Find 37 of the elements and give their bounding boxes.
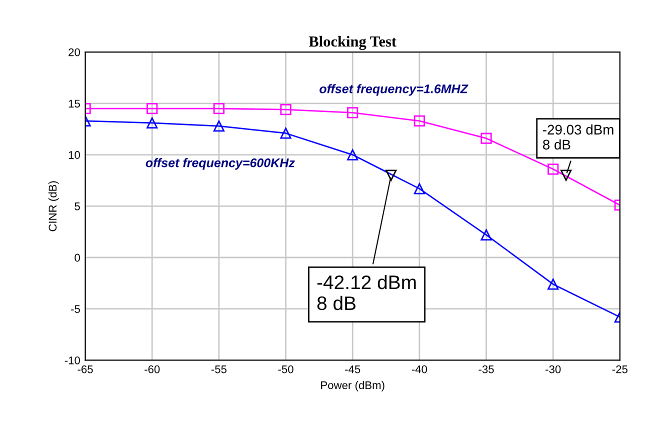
y-axis-title: CINR (dB) (48, 181, 59, 232)
x-tick-label: -40 (412, 365, 428, 374)
chart-title: Blocking Test (308, 36, 396, 50)
y-tick-label: 5 (74, 202, 80, 210)
y-tick-label: 20 (68, 48, 80, 56)
series-label: offset frequency=1.6MHZ (320, 84, 468, 96)
point (280, 104, 292, 116)
point (414, 183, 425, 194)
x-tick-label: -30 (546, 365, 561, 374)
point (480, 132, 492, 144)
y-tick-label: 15 (68, 100, 80, 108)
series-label: offset frequency=600KHz (146, 158, 295, 170)
y-tick-label: 10 (68, 151, 80, 159)
x-tick-label: -65 (78, 365, 93, 374)
point (548, 278, 559, 290)
y-tick-label: -5 (71, 305, 80, 313)
point (213, 103, 224, 114)
point (280, 128, 292, 139)
point (480, 229, 492, 240)
annotation: -42.12 dBm 8 dB (317, 274, 416, 310)
x-tick-label: -25 (612, 365, 628, 374)
point (213, 120, 224, 132)
x-tick-label: -55 (211, 365, 227, 374)
x-tick-label: -45 (345, 365, 360, 374)
point (146, 103, 158, 114)
y-tick-label: -10 (64, 356, 80, 364)
annotation: -29.03 dBm 8 dB (543, 124, 614, 150)
x-axis-title: Power (dBm) (321, 380, 384, 392)
y-tick-label: 0 (74, 254, 80, 262)
point (146, 117, 158, 129)
point (347, 107, 358, 118)
x-tick-label: -50 (278, 365, 294, 374)
point (414, 115, 425, 126)
point (548, 164, 559, 175)
point (347, 149, 358, 160)
x-tick-label: -35 (478, 365, 494, 374)
x-tick-label: -60 (144, 365, 160, 374)
